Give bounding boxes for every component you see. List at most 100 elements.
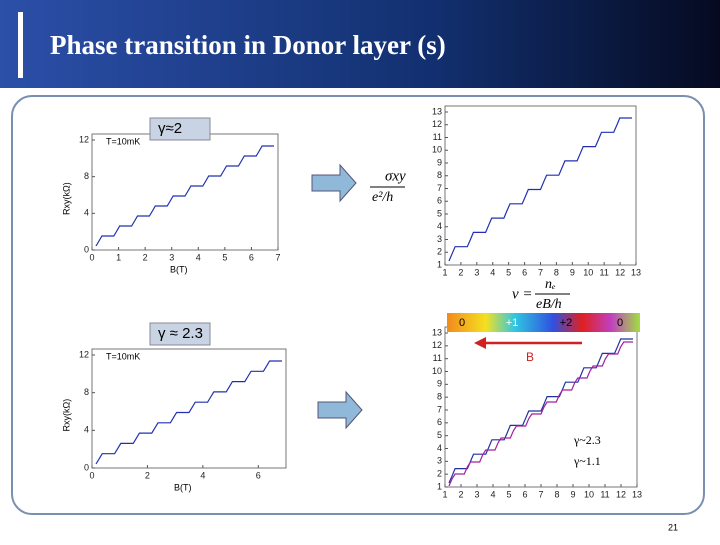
y-tick-label: 1 bbox=[437, 259, 442, 269]
x-tick-label: 11 bbox=[600, 489, 609, 499]
x-tick-label: 10 bbox=[583, 267, 593, 277]
y-tick-label: 4 bbox=[84, 208, 89, 218]
x-tick-label: 4 bbox=[490, 489, 495, 499]
x-tick-label: 6 bbox=[522, 267, 527, 277]
x-tick-label: 5 bbox=[506, 489, 511, 499]
y-tick-label: 0 bbox=[84, 462, 89, 472]
y-tick-label: 5 bbox=[437, 430, 442, 440]
y-tick-label: 4 bbox=[437, 221, 442, 231]
header-accent bbox=[18, 12, 23, 78]
y-tick-label: 6 bbox=[437, 196, 442, 206]
formula: eB/h bbox=[536, 297, 562, 312]
y-tick-label: 12 bbox=[79, 349, 89, 359]
y-tick-label: 12 bbox=[79, 134, 89, 144]
y-tick-label: 11 bbox=[433, 132, 442, 142]
trace bbox=[448, 338, 633, 484]
page-number: 21 bbox=[668, 522, 678, 532]
colorbar-label: 0 bbox=[617, 317, 623, 329]
x-tick-label: 5 bbox=[506, 267, 511, 277]
x-tick-label: 6 bbox=[522, 489, 527, 499]
y-tick-label: 10 bbox=[432, 145, 442, 155]
arrow bbox=[311, 163, 357, 203]
x-tick-label: 6 bbox=[249, 252, 254, 262]
legend-entry: γ~1.1 bbox=[573, 454, 601, 468]
y-tick-label: 2 bbox=[437, 247, 442, 257]
y-tick-label: 9 bbox=[437, 157, 442, 167]
formula: nₑ bbox=[545, 277, 556, 292]
x-tick-label: 9 bbox=[570, 489, 575, 499]
trace bbox=[448, 341, 633, 487]
gamma-label: γ≈2 bbox=[158, 120, 182, 137]
x-tick-label: 8 bbox=[554, 267, 559, 277]
y-axis-label: Rxy(kΩ) bbox=[61, 399, 71, 432]
x-tick-label: 10 bbox=[584, 489, 594, 499]
formula: ν = bbox=[512, 286, 533, 302]
x-axis-label: B(T) bbox=[174, 482, 192, 492]
y-tick-label: 11 bbox=[433, 353, 442, 363]
colorbar-label: +2 bbox=[560, 317, 573, 329]
colorbar-label: +1 bbox=[506, 317, 519, 329]
x-tick-label: 13 bbox=[631, 267, 641, 277]
y-tick-label: 8 bbox=[437, 170, 442, 180]
content-frame bbox=[11, 95, 705, 515]
colorbar bbox=[447, 313, 640, 332]
plot-area bbox=[91, 348, 287, 469]
x-tick-label: 2 bbox=[458, 489, 463, 499]
y-tick-label: 8 bbox=[437, 392, 442, 402]
y-tick-label: 13 bbox=[432, 327, 442, 337]
x-tick-label: 7 bbox=[275, 252, 280, 262]
x-tick-label: 0 bbox=[89, 470, 94, 480]
y-tick-label: 12 bbox=[432, 340, 442, 350]
y-tick-label: 3 bbox=[437, 456, 442, 466]
b-label: B bbox=[526, 350, 534, 364]
colorbar-label: 0 bbox=[459, 317, 465, 329]
y-tick-label: 13 bbox=[432, 106, 442, 116]
plot-area bbox=[91, 133, 279, 251]
x-tick-label: 11 bbox=[599, 267, 608, 277]
temperature-tag: T=10mK bbox=[106, 351, 140, 361]
x-tick-label: 6 bbox=[256, 470, 261, 480]
trace bbox=[448, 117, 632, 262]
x-tick-label: 13 bbox=[632, 489, 642, 499]
x-tick-label: 3 bbox=[474, 489, 479, 499]
trace bbox=[95, 360, 282, 465]
x-tick-label: 12 bbox=[616, 489, 626, 499]
x-tick-label: 2 bbox=[143, 252, 148, 262]
y-tick-label: 4 bbox=[84, 425, 89, 435]
y-tick-label: 6 bbox=[437, 417, 442, 427]
x-tick-label: 7 bbox=[538, 267, 543, 277]
plot-area bbox=[444, 105, 637, 266]
y-tick-label: 4 bbox=[437, 443, 442, 453]
header-bar bbox=[0, 0, 720, 88]
y-tick-label: 9 bbox=[437, 379, 442, 389]
x-tick-label: 4 bbox=[200, 470, 205, 480]
y-tick-label: 0 bbox=[84, 244, 89, 254]
x-axis-label: B(T) bbox=[170, 264, 188, 274]
y-tick-label: 7 bbox=[437, 183, 442, 193]
x-tick-label: 5 bbox=[222, 252, 227, 262]
trace bbox=[95, 145, 274, 247]
y-tick-label: 10 bbox=[432, 366, 442, 376]
title: Phase transition in Donor layer (s) bbox=[50, 30, 446, 60]
x-tick-label: 4 bbox=[196, 252, 201, 262]
x-tick-label: 1 bbox=[442, 489, 447, 499]
y-axis-label: Rxy(kΩ) bbox=[61, 182, 71, 215]
x-tick-label: 4 bbox=[490, 267, 495, 277]
y-tick-label: 12 bbox=[432, 119, 442, 129]
arrow bbox=[317, 390, 363, 430]
y-tick-label: 5 bbox=[437, 208, 442, 218]
x-tick-label: 1 bbox=[442, 267, 447, 277]
b-arrow-head bbox=[474, 337, 486, 349]
y-tick-label: 8 bbox=[84, 171, 89, 181]
y-tick-label: 3 bbox=[437, 234, 442, 244]
x-tick-label: 0 bbox=[89, 252, 94, 262]
y-tick-label: 2 bbox=[437, 469, 442, 479]
y-tick-label: 1 bbox=[437, 481, 442, 491]
x-tick-label: 2 bbox=[458, 267, 463, 277]
x-tick-label: 3 bbox=[474, 267, 479, 277]
x-tick-label: 8 bbox=[554, 489, 559, 499]
x-tick-label: 7 bbox=[538, 489, 543, 499]
x-tick-label: 2 bbox=[145, 470, 150, 480]
legend-entry: γ~2.3 bbox=[573, 433, 601, 447]
